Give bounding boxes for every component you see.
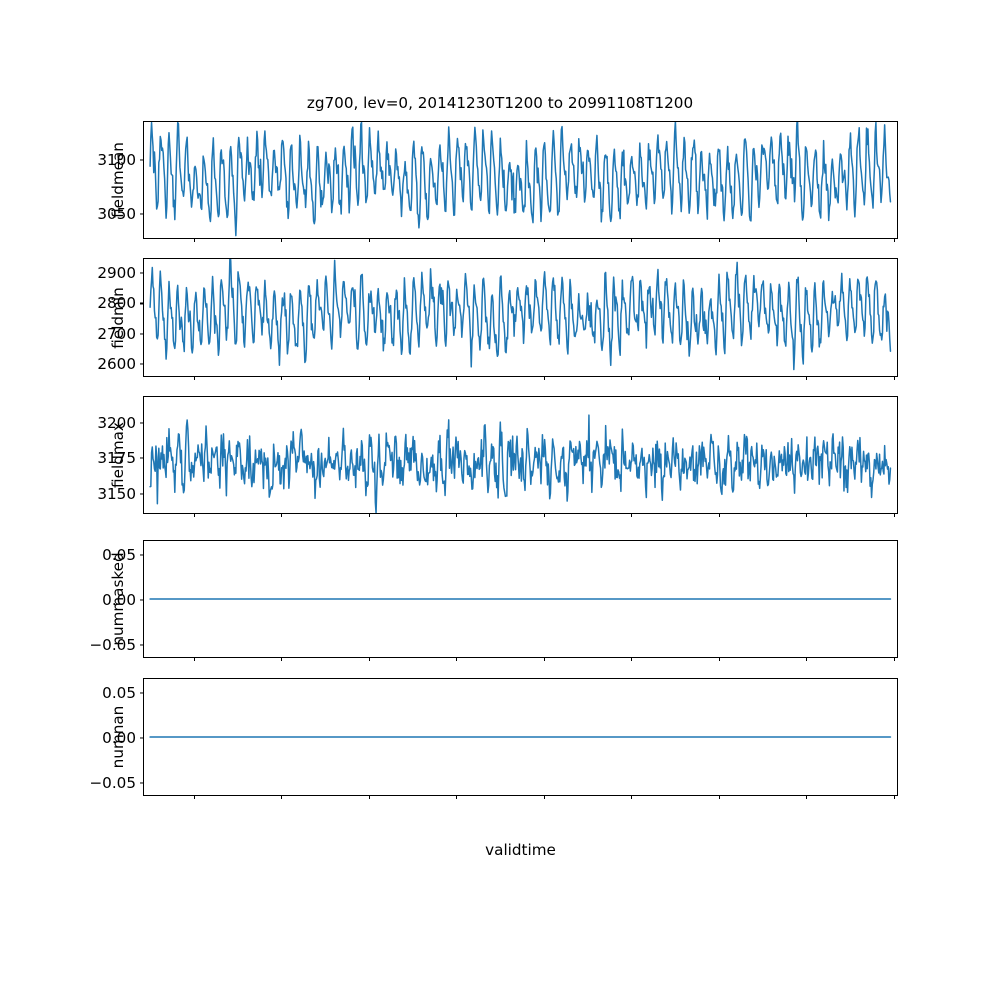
x-tick-mark — [718, 238, 720, 243]
y-tick-label: 0.00 — [102, 729, 136, 747]
y-tick-mark — [139, 599, 144, 601]
data-line — [150, 415, 890, 513]
x-tick-mark — [543, 795, 545, 800]
y-tick-mark — [139, 213, 144, 215]
x-tick-mark — [806, 376, 808, 381]
x-tick-mark — [193, 238, 195, 243]
x-tick-mark — [281, 376, 283, 381]
y-tick-mark — [139, 422, 144, 424]
y-tick-mark — [139, 332, 144, 335]
x-tick-mark — [281, 238, 283, 243]
x-tick-mark — [543, 657, 545, 662]
y-tick-mark — [139, 737, 144, 739]
x-tick-mark — [281, 513, 283, 518]
x-tick-mark — [893, 238, 895, 243]
x-tick-mark — [806, 238, 808, 243]
x-tick-mark — [543, 513, 545, 518]
y-tick-mark — [139, 554, 144, 556]
x-tick-mark — [368, 657, 370, 662]
figure-title: zg700, lev=0, 20141230T1200 to 20991108T… — [306, 94, 694, 112]
plot-area-fieldmean — [144, 122, 897, 238]
x-tick-mark — [193, 795, 195, 800]
x-axis-label: validtime — [485, 841, 556, 859]
subplot-fieldmax: fieldmax31503175320020202030204020502060… — [97, 396, 898, 518]
y-tick-label: −0.05 — [89, 773, 136, 792]
x-tick-mark — [631, 376, 633, 381]
x-tick-mark — [368, 513, 370, 518]
subplot-nummasked: nummasked−0.050.000.05202020302040205020… — [89, 540, 898, 662]
x-tick-mark — [193, 376, 195, 381]
y-tick-mark — [139, 692, 144, 694]
plot-area-fieldmax — [144, 397, 897, 513]
y-tick-label: 0.05 — [102, 546, 136, 565]
x-tick-mark — [543, 238, 545, 243]
y-tick-mark — [139, 782, 144, 784]
y-tick-label: 3150 — [97, 484, 136, 503]
x-tick-mark — [893, 513, 895, 518]
y-tick-mark — [139, 493, 144, 495]
x-tick-mark — [631, 657, 633, 662]
x-tick-mark — [456, 513, 458, 518]
x-tick-mark — [806, 795, 808, 800]
data-line — [150, 122, 890, 236]
x-tick-mark — [368, 795, 370, 800]
x-tick-mark — [718, 795, 720, 800]
y-tick-label: 3100 — [97, 150, 136, 169]
y-tick-label: 3200 — [97, 413, 136, 432]
x-tick-mark — [456, 238, 458, 243]
y-tick-mark — [139, 644, 144, 646]
x-tick-mark — [893, 657, 895, 662]
x-tick-mark — [456, 657, 458, 662]
y-tick-mark — [139, 363, 144, 365]
x-tick-mark — [806, 513, 808, 518]
y-tick-label: 2700 — [97, 324, 136, 343]
plot-area-nummasked — [144, 541, 897, 657]
x-tick-mark — [631, 513, 633, 518]
subplot-fieldmean: fieldmean3050310020202030204020502060207… — [97, 121, 898, 243]
y-tick-label: −0.05 — [89, 635, 136, 654]
data-line — [150, 259, 890, 370]
y-tick-mark — [139, 457, 144, 459]
x-tick-mark — [543, 376, 545, 381]
subplot-numnan: numnan−0.050.000.05202020302040205020602… — [89, 678, 898, 800]
x-tick-mark — [456, 795, 458, 800]
y-tick-label: 3175 — [97, 449, 136, 468]
x-tick-mark — [456, 376, 458, 381]
x-tick-mark — [193, 513, 195, 518]
y-tick-mark — [139, 302, 144, 304]
y-tick-label: 2800 — [97, 294, 136, 313]
x-tick-mark — [631, 795, 633, 800]
x-tick-mark — [718, 657, 720, 662]
x-tick-mark — [631, 238, 633, 243]
x-tick-mark — [806, 657, 808, 662]
x-tick-mark — [893, 376, 895, 381]
subplot-fieldmin: fieldmin26002700280029002020203020402050… — [97, 258, 898, 381]
x-tick-mark — [281, 657, 283, 662]
y-tick-label: 0.00 — [102, 591, 136, 609]
y-tick-label: 2600 — [97, 354, 136, 373]
x-tick-mark — [368, 238, 370, 243]
x-tick-mark — [193, 657, 195, 662]
y-tick-mark — [139, 272, 144, 274]
y-tick-label: 0.05 — [102, 684, 136, 703]
x-tick-mark — [893, 795, 895, 800]
x-tick-mark — [718, 376, 720, 381]
y-tick-label: 2900 — [97, 264, 136, 283]
x-tick-mark — [281, 795, 283, 800]
plot-area-numnan — [144, 679, 897, 795]
y-tick-mark — [139, 159, 144, 161]
x-tick-mark — [368, 376, 370, 381]
plot-area-fieldmin — [144, 259, 897, 376]
y-tick-label: 3050 — [97, 205, 136, 224]
x-tick-mark — [718, 513, 720, 518]
